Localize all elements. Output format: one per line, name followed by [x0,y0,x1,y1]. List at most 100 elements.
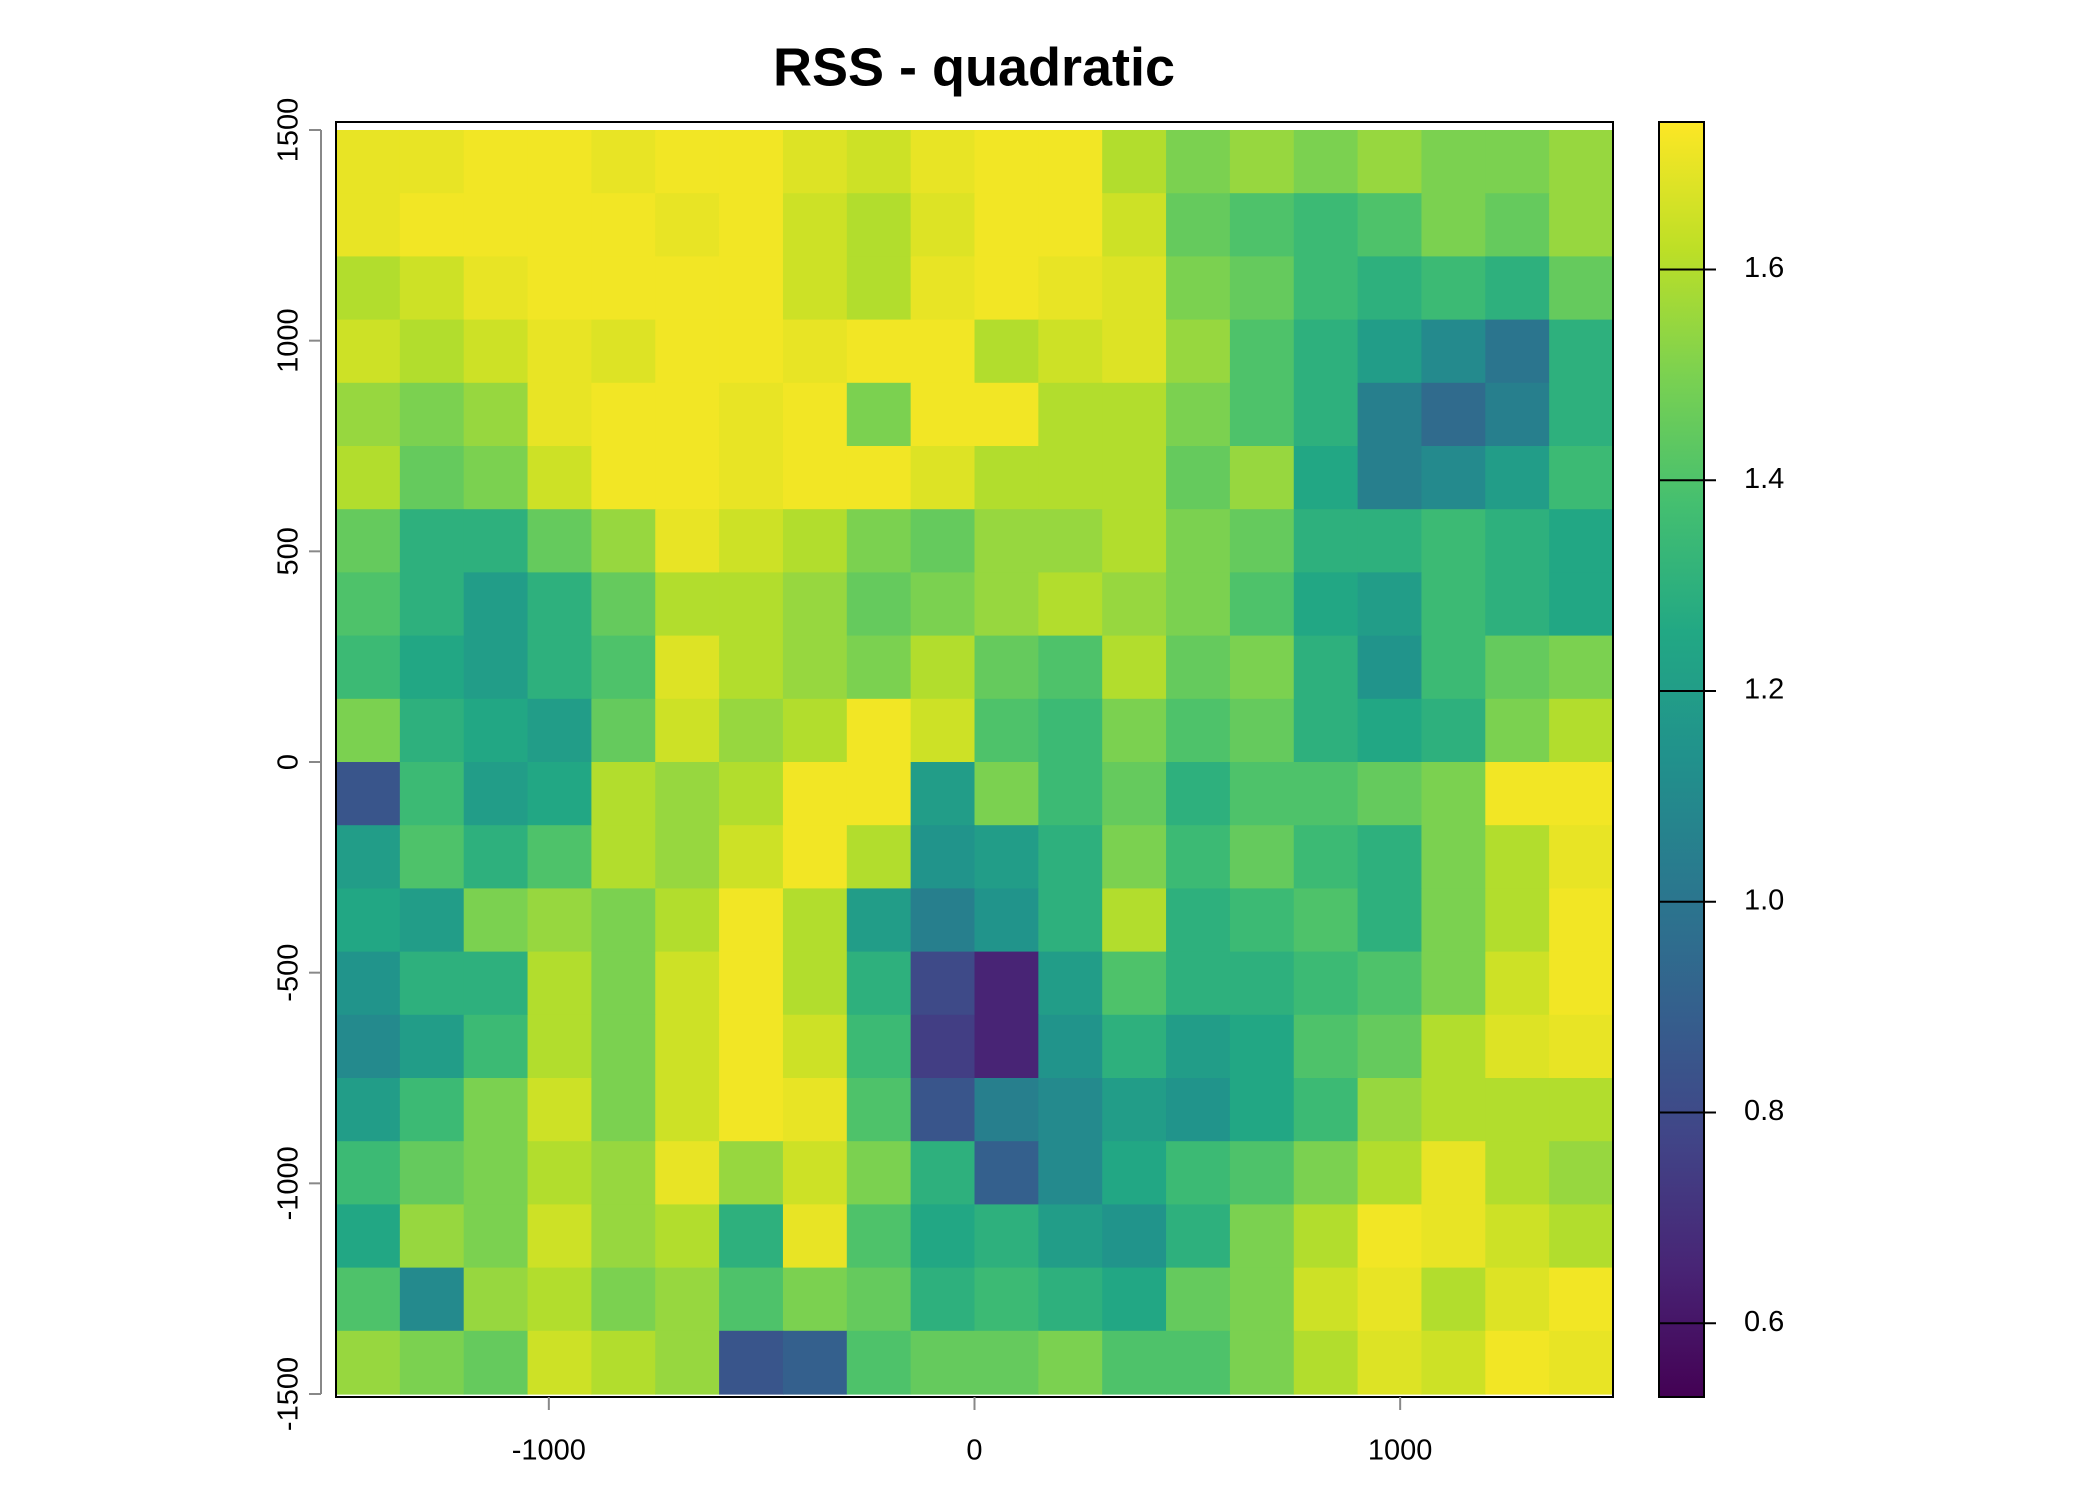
raster-cell [974,762,1039,826]
raster-cell [655,762,720,826]
raster-cell [655,1078,720,1142]
x-tick-label: 1000 [1368,1435,1433,1467]
raster-cell [1549,1204,1614,1269]
raster-cell [1357,509,1423,573]
raster-cell [655,1267,720,1332]
raster-cell [1421,1204,1486,1269]
raster-cell [1549,382,1614,447]
raster-cell [1485,572,1550,637]
raster-cell [1549,572,1614,637]
raster-cell [1102,319,1167,384]
raster-cell [1485,1267,1550,1332]
raster-cell [655,635,720,700]
raster-cell [336,319,401,384]
raster-cell [1166,1204,1231,1269]
raster-cell [910,1014,976,1079]
raster-cell [1229,825,1295,889]
raster-cell [974,698,1039,763]
raster-cell [399,446,465,510]
raster-cell [1357,1267,1423,1332]
raster-cell [719,1267,784,1332]
y-tick-label: -1000 [273,1146,305,1220]
raster-cell [782,1014,848,1079]
raster-cell [1485,762,1550,826]
raster-cell [1549,130,1614,194]
raster-cell [1102,382,1167,447]
raster-cell [846,1014,912,1079]
raster-cell [910,509,976,573]
raster-cell [336,1014,401,1079]
raster-cell [1102,1267,1167,1332]
colorbar-tick-label: 1.4 [1744,463,1784,495]
raster-cell [719,888,784,953]
raster-cell [1102,635,1167,700]
raster-cell [1421,698,1486,763]
raster-cell [719,509,784,573]
raster-cell [1293,572,1359,637]
raster-cell [910,635,976,700]
raster-cell [1549,888,1614,953]
raster-cell [782,1078,848,1142]
raster-cell [399,1330,465,1395]
raster-cell [782,319,848,384]
raster-cell [1421,1078,1486,1142]
raster-cell [1038,888,1103,953]
raster-cell [1166,1078,1231,1142]
raster-cell [719,446,784,510]
raster-cell [463,1267,529,1332]
raster-cell [1166,509,1231,573]
raster-cell [527,762,592,826]
y-tick-label: 1500 [273,98,305,163]
raster-cell [1549,1141,1614,1205]
colorbar-tick-label: 0.6 [1744,1306,1784,1338]
raster-cell [399,1267,465,1332]
raster-cell [1102,1014,1167,1079]
raster-cell [527,635,592,700]
raster-cell [1357,319,1423,384]
raster-cell [1421,635,1486,700]
raster-cell [782,446,848,510]
raster-cell [1293,762,1359,826]
raster-cell [1485,1014,1550,1079]
raster-cell [846,888,912,953]
raster-cell [1357,572,1423,637]
raster-cell [1293,382,1359,447]
raster-cell [1229,509,1295,573]
raster-cell [1166,1141,1231,1205]
raster-cell [1485,446,1550,510]
raster-cell [782,130,848,194]
raster-cell [974,1330,1039,1395]
raster-cell [974,130,1039,194]
raster-cell [1293,1330,1359,1395]
raster-cell [336,1267,401,1332]
raster-cell [1549,193,1614,257]
raster-cell [1166,256,1231,321]
raster-cell [1421,762,1486,826]
raster-cell [1102,698,1167,763]
raster-cell [336,509,401,573]
raster-cell [1549,825,1614,889]
raster-cell [910,825,976,889]
colorbar [1658,121,1705,1398]
raster-cell [1485,951,1550,1016]
raster-cell [1166,446,1231,510]
raster-cell [1485,635,1550,700]
raster-cell [1102,1330,1167,1395]
raster-cell [719,762,784,826]
raster-cell [1485,256,1550,321]
raster-cell [910,193,976,257]
raster-cell [1102,130,1167,194]
raster-cell [1102,572,1167,637]
raster-cell [336,1330,401,1395]
raster-cell [974,1014,1039,1079]
raster-cell [399,130,465,194]
raster-cell [1038,382,1103,447]
raster-cell [1357,951,1423,1016]
raster-cell [1293,319,1359,384]
raster-cell [591,572,656,637]
raster-cell [846,319,912,384]
raster-cell [591,762,656,826]
raster-cell [399,635,465,700]
raster-cell [1166,951,1231,1016]
raster-cell [1229,888,1295,953]
